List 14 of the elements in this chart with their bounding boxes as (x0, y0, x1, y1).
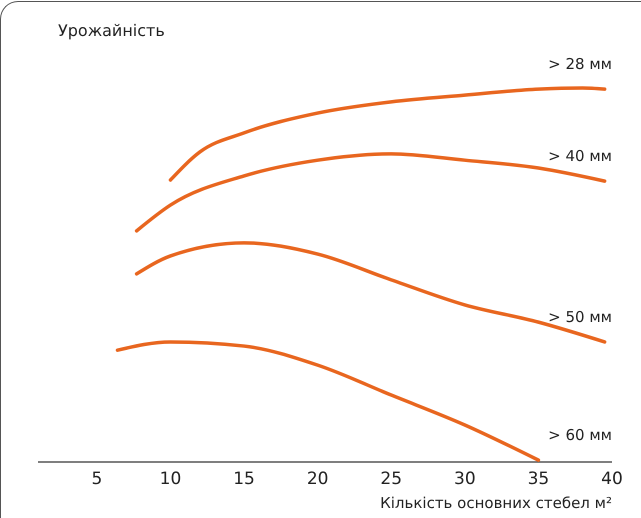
x-tick-label: 25 (380, 469, 402, 489)
series-label: > 40 мм (548, 147, 612, 166)
series-label: > 60 мм (548, 426, 612, 444)
x-tick-label: 20 (306, 469, 328, 489)
x-axis-title: Кількість основних стебел м² (380, 494, 612, 512)
x-tick-label: 10 (160, 469, 182, 489)
x-tick-label: 40 (601, 469, 623, 489)
x-tick-label: 5 (91, 469, 102, 489)
x-tick-label: 35 (528, 469, 550, 489)
series-label: > 50 мм (548, 308, 612, 326)
x-tick-label: 30 (454, 469, 476, 489)
series-label: > 28 мм (548, 55, 612, 74)
x-tick-label: 15 (233, 469, 255, 489)
y-axis-title: Урожайність (58, 21, 165, 40)
